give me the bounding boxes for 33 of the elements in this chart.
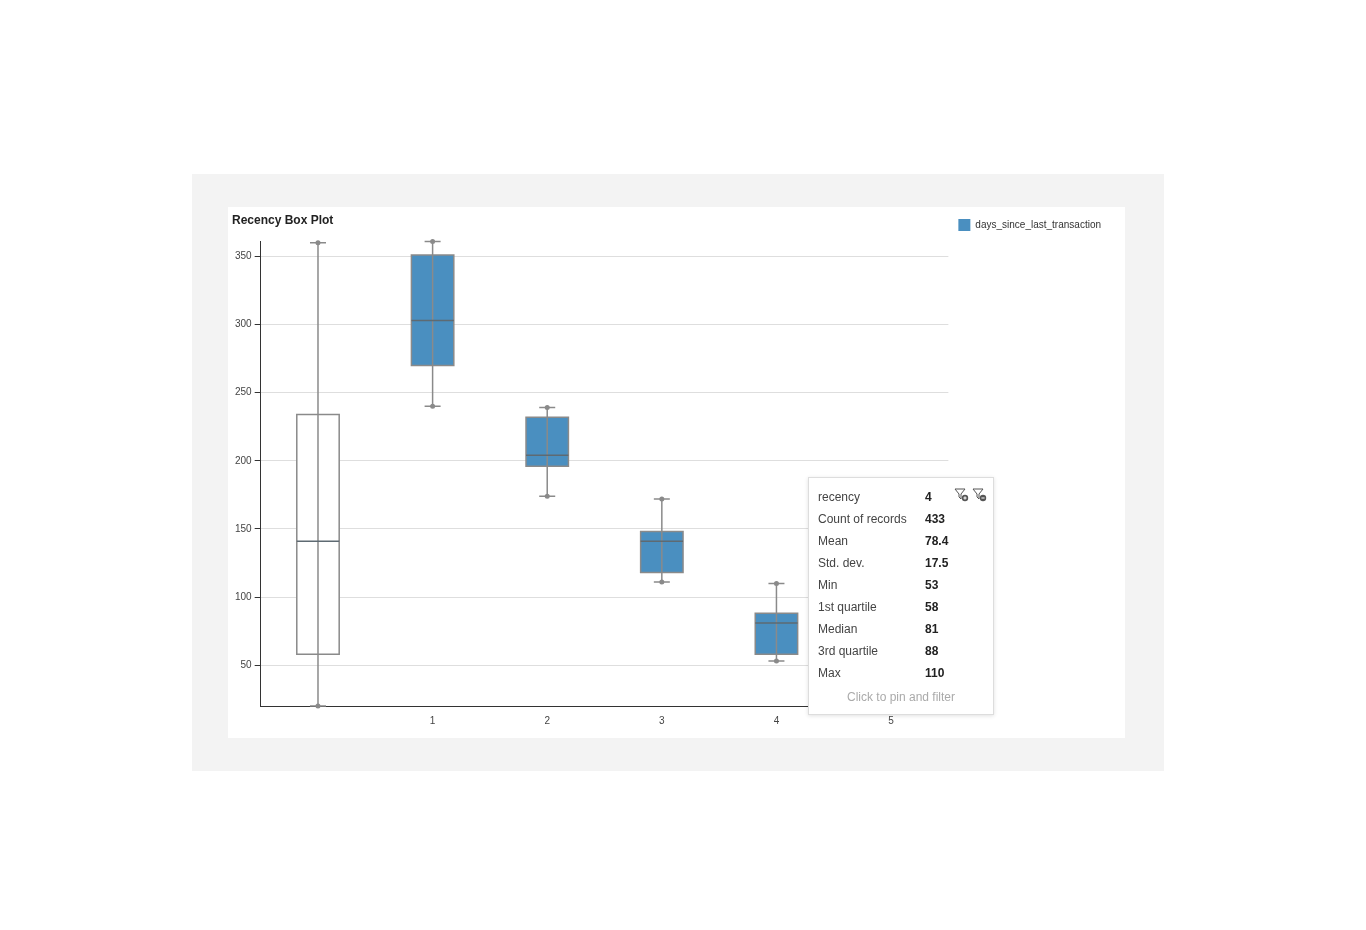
x-tick-label: 2	[544, 714, 551, 726]
x-tick-label: 3	[659, 714, 666, 726]
annotation: 3rd quartile	[818, 644, 880, 658]
y-tick-label: 50	[240, 658, 253, 670]
annotation: 81	[925, 622, 939, 636]
annotation: Count of records	[818, 512, 908, 526]
annotation: 110	[925, 666, 945, 680]
annotation: recency	[818, 490, 862, 504]
legend-label: days_since_last_transaction	[975, 218, 1102, 230]
annotation: Min	[818, 578, 839, 592]
annotation: 78.4	[925, 534, 949, 548]
annotation: 17.5	[925, 556, 949, 570]
x-tick-label: 1	[429, 714, 436, 726]
x-tick-label: 4	[773, 714, 780, 726]
annotation: Std. dev.	[818, 556, 866, 570]
y-tick-label: 100	[235, 590, 253, 602]
annotation: 4	[925, 490, 932, 504]
chart-title: Recency Box Plot	[232, 212, 334, 227]
annotation: 1st quartile	[818, 600, 878, 614]
annotation: 433	[925, 512, 946, 526]
annotation: 88	[925, 644, 939, 658]
x-tick-label: 5	[888, 714, 895, 726]
annotation: Mean	[818, 534, 850, 548]
y-tick-label: 300	[235, 318, 253, 330]
annotation: Max	[818, 666, 842, 680]
y-tick-label: 150	[235, 522, 253, 534]
annotation: Click to pin and filter	[845, 690, 956, 706]
y-tick-label: 350	[235, 250, 253, 262]
annotation: 53	[925, 578, 939, 592]
y-tick-label: 250	[235, 386, 253, 398]
annotation: Median	[818, 622, 859, 636]
annotation: 58	[925, 600, 939, 614]
y-tick-label: 200	[235, 454, 253, 466]
